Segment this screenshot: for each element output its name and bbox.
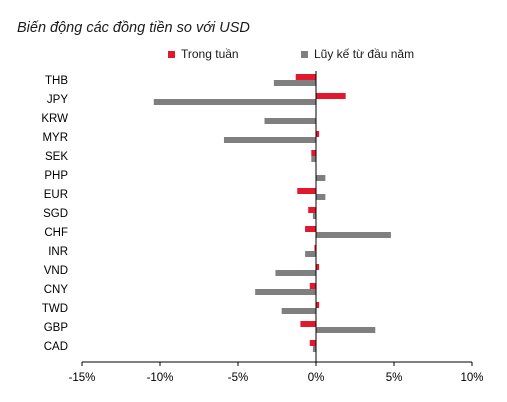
category-label-chf: CHF xyxy=(44,227,68,239)
bar-weekly-sgd xyxy=(308,207,316,213)
category-label-sek: SEK xyxy=(45,151,68,163)
bar-weekly-vnd xyxy=(316,264,320,270)
legend-swatch-weekly xyxy=(168,50,175,58)
bar-ytd-cny xyxy=(255,289,316,295)
category-label-thb: THB xyxy=(45,75,68,87)
legend-item-ytd: Lũy kế từ đầu năm xyxy=(301,47,414,61)
category-label-cad: CAD xyxy=(44,341,68,353)
x-tick-label: 5% xyxy=(386,372,403,384)
bar-weekly-inr xyxy=(314,245,316,251)
bar-weekly-eur xyxy=(297,188,316,194)
bar-weekly-chf xyxy=(305,226,316,232)
category-label-inr: INR xyxy=(48,246,68,258)
bar-ytd-myr xyxy=(223,137,316,143)
bar-ytd-inr xyxy=(305,251,316,257)
category-label-cny: CNY xyxy=(44,284,69,296)
bar-weekly-myr xyxy=(316,131,320,137)
bar-weekly-sek xyxy=(311,150,316,156)
bar-ytd-krw xyxy=(264,118,316,124)
legend-label-ytd: Lũy kế từ đầu năm xyxy=(314,47,415,61)
bar-ytd-twd xyxy=(281,308,316,314)
x-tick-label: 0% xyxy=(308,372,325,384)
bar-ytd-cad xyxy=(312,346,316,352)
bar-weekly-twd xyxy=(316,302,320,308)
bar-weekly-gbp xyxy=(300,321,316,327)
bar-ytd-sgd xyxy=(312,213,316,219)
x-tick-label: -5% xyxy=(228,372,248,384)
bar-ytd-gbp xyxy=(316,327,376,333)
category-label-twd: TWD xyxy=(42,303,68,315)
category-label-vnd: VND xyxy=(44,265,68,277)
bar-ytd-eur xyxy=(316,194,326,200)
category-label-myr: MYR xyxy=(42,132,68,144)
category-label-php: PHP xyxy=(44,170,68,182)
bar-weekly-jpy xyxy=(316,93,346,99)
bar-ytd-chf xyxy=(316,232,391,238)
category-label-gbp: GBP xyxy=(44,322,69,334)
category-label-sgd: SGD xyxy=(43,208,68,220)
bar-ytd-php xyxy=(316,175,326,181)
bar-weekly-thb xyxy=(295,74,316,80)
x-tick-label: -15% xyxy=(69,372,96,384)
legend-swatch-ytd xyxy=(301,50,308,58)
bar-ytd-jpy xyxy=(153,99,316,105)
category-label-eur: EUR xyxy=(44,189,68,201)
bar-weekly-cad xyxy=(309,340,316,346)
category-label-krw: KRW xyxy=(41,113,68,125)
chart-title: Biến động các đồng tiền so với USD xyxy=(17,20,250,36)
legend-item-weekly: Trong tuần xyxy=(168,47,239,61)
bar-ytd-sek xyxy=(311,156,316,162)
bar-weekly-cny xyxy=(309,283,316,289)
category-label-jpy: JPY xyxy=(47,94,68,106)
bar-ytd-vnd xyxy=(275,270,316,276)
x-tick-label: 10% xyxy=(460,372,483,384)
x-tick-label: -10% xyxy=(147,372,174,384)
bar-ytd-thb xyxy=(273,80,316,86)
legend-label-weekly: Trong tuần xyxy=(181,47,239,61)
